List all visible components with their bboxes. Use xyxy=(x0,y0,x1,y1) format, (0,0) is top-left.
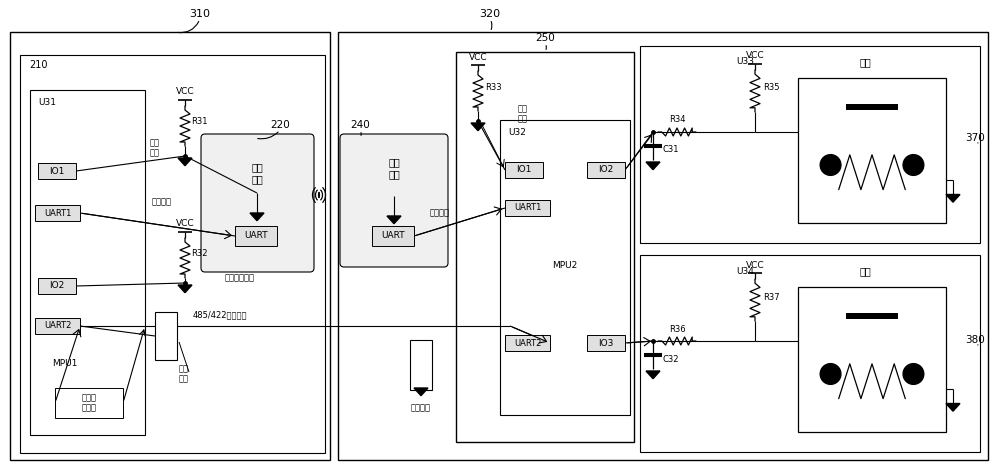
Text: VCC: VCC xyxy=(176,219,194,228)
Circle shape xyxy=(820,364,841,384)
Text: IO2: IO2 xyxy=(598,165,614,174)
Text: UART1: UART1 xyxy=(514,203,541,212)
Polygon shape xyxy=(471,123,485,130)
Text: 210: 210 xyxy=(29,60,47,70)
Bar xyxy=(30,90,145,435)
Text: UART: UART xyxy=(244,232,268,241)
Text: U33: U33 xyxy=(736,57,754,66)
Bar xyxy=(500,120,630,415)
Bar xyxy=(505,162,543,178)
Text: UART1: UART1 xyxy=(44,209,71,218)
Bar xyxy=(38,278,76,294)
Text: 370: 370 xyxy=(965,133,985,143)
Text: R37: R37 xyxy=(763,292,779,301)
Bar xyxy=(10,32,330,460)
Text: 其它控
制模块: 其它控 制模块 xyxy=(82,393,96,413)
Bar xyxy=(505,335,550,351)
Bar xyxy=(587,335,625,351)
Bar xyxy=(35,205,80,221)
Text: C32: C32 xyxy=(663,355,679,364)
Bar xyxy=(505,200,550,216)
Polygon shape xyxy=(646,371,660,379)
Text: IO2: IO2 xyxy=(49,282,65,291)
Bar xyxy=(55,388,123,418)
Text: VCC: VCC xyxy=(469,52,487,62)
Text: U32: U32 xyxy=(508,128,526,137)
Text: 无线
模块: 无线 模块 xyxy=(251,162,263,184)
Bar xyxy=(846,104,898,110)
Text: 220: 220 xyxy=(270,120,290,130)
Text: MPU1: MPU1 xyxy=(52,358,78,367)
Text: R34: R34 xyxy=(669,115,685,124)
Text: R32: R32 xyxy=(191,250,207,259)
Text: C31: C31 xyxy=(663,146,679,154)
Bar xyxy=(410,340,432,390)
Polygon shape xyxy=(946,404,960,411)
Text: U34: U34 xyxy=(736,267,754,276)
Bar xyxy=(846,313,898,319)
Bar xyxy=(155,312,177,360)
Text: 485/422串口通信: 485/422串口通信 xyxy=(193,310,247,319)
Bar xyxy=(20,55,325,453)
Text: 无线
识别: 无线 识别 xyxy=(150,138,160,158)
FancyBboxPatch shape xyxy=(201,134,314,272)
Text: 240: 240 xyxy=(350,120,370,130)
Text: 通信
转接: 通信 转接 xyxy=(179,364,189,384)
Text: UART2: UART2 xyxy=(44,322,71,331)
Text: 无线
识别: 无线 识别 xyxy=(518,104,528,124)
Text: UART2: UART2 xyxy=(514,339,541,348)
Text: 串口通信: 串口通信 xyxy=(152,197,172,206)
Bar xyxy=(338,32,988,460)
Bar xyxy=(640,46,980,243)
Polygon shape xyxy=(646,162,660,170)
Polygon shape xyxy=(178,158,192,166)
Bar xyxy=(38,163,76,179)
Bar xyxy=(587,162,625,178)
Polygon shape xyxy=(387,216,401,224)
Text: 脚门: 脚门 xyxy=(859,266,871,276)
FancyBboxPatch shape xyxy=(340,134,448,267)
Text: 310: 310 xyxy=(190,9,210,19)
Polygon shape xyxy=(946,195,960,202)
Circle shape xyxy=(903,364,924,384)
Text: IO1: IO1 xyxy=(49,167,65,176)
Bar xyxy=(640,255,980,452)
Text: 有线通信识别: 有线通信识别 xyxy=(225,274,255,283)
Polygon shape xyxy=(414,388,428,396)
Text: 250: 250 xyxy=(535,33,555,43)
Bar xyxy=(235,226,277,246)
Text: 无线
模块: 无线 模块 xyxy=(388,157,400,179)
Text: IO1: IO1 xyxy=(516,165,532,174)
Text: IO3: IO3 xyxy=(598,339,614,348)
Text: 串口通信: 串口通信 xyxy=(430,209,450,218)
Text: VCC: VCC xyxy=(176,88,194,97)
Polygon shape xyxy=(250,213,264,221)
Text: R33: R33 xyxy=(485,82,501,91)
Bar xyxy=(35,318,80,334)
Text: 脚门: 脚门 xyxy=(859,57,871,67)
Text: R36: R36 xyxy=(669,325,685,333)
Text: U31: U31 xyxy=(38,98,56,107)
Text: MPU2: MPU2 xyxy=(552,260,578,269)
Text: R35: R35 xyxy=(763,83,779,92)
Polygon shape xyxy=(178,285,192,292)
Bar xyxy=(798,287,946,432)
Text: VCC: VCC xyxy=(746,260,764,269)
Bar xyxy=(798,78,946,223)
Text: 320: 320 xyxy=(479,9,501,19)
Circle shape xyxy=(903,154,924,175)
Text: 通信转接: 通信转接 xyxy=(411,404,431,413)
Text: R31: R31 xyxy=(191,117,207,127)
Circle shape xyxy=(820,154,841,175)
Bar xyxy=(372,226,414,246)
Bar xyxy=(456,52,634,442)
Text: VCC: VCC xyxy=(746,51,764,60)
Text: UART: UART xyxy=(381,232,405,241)
Text: 380: 380 xyxy=(965,335,985,345)
